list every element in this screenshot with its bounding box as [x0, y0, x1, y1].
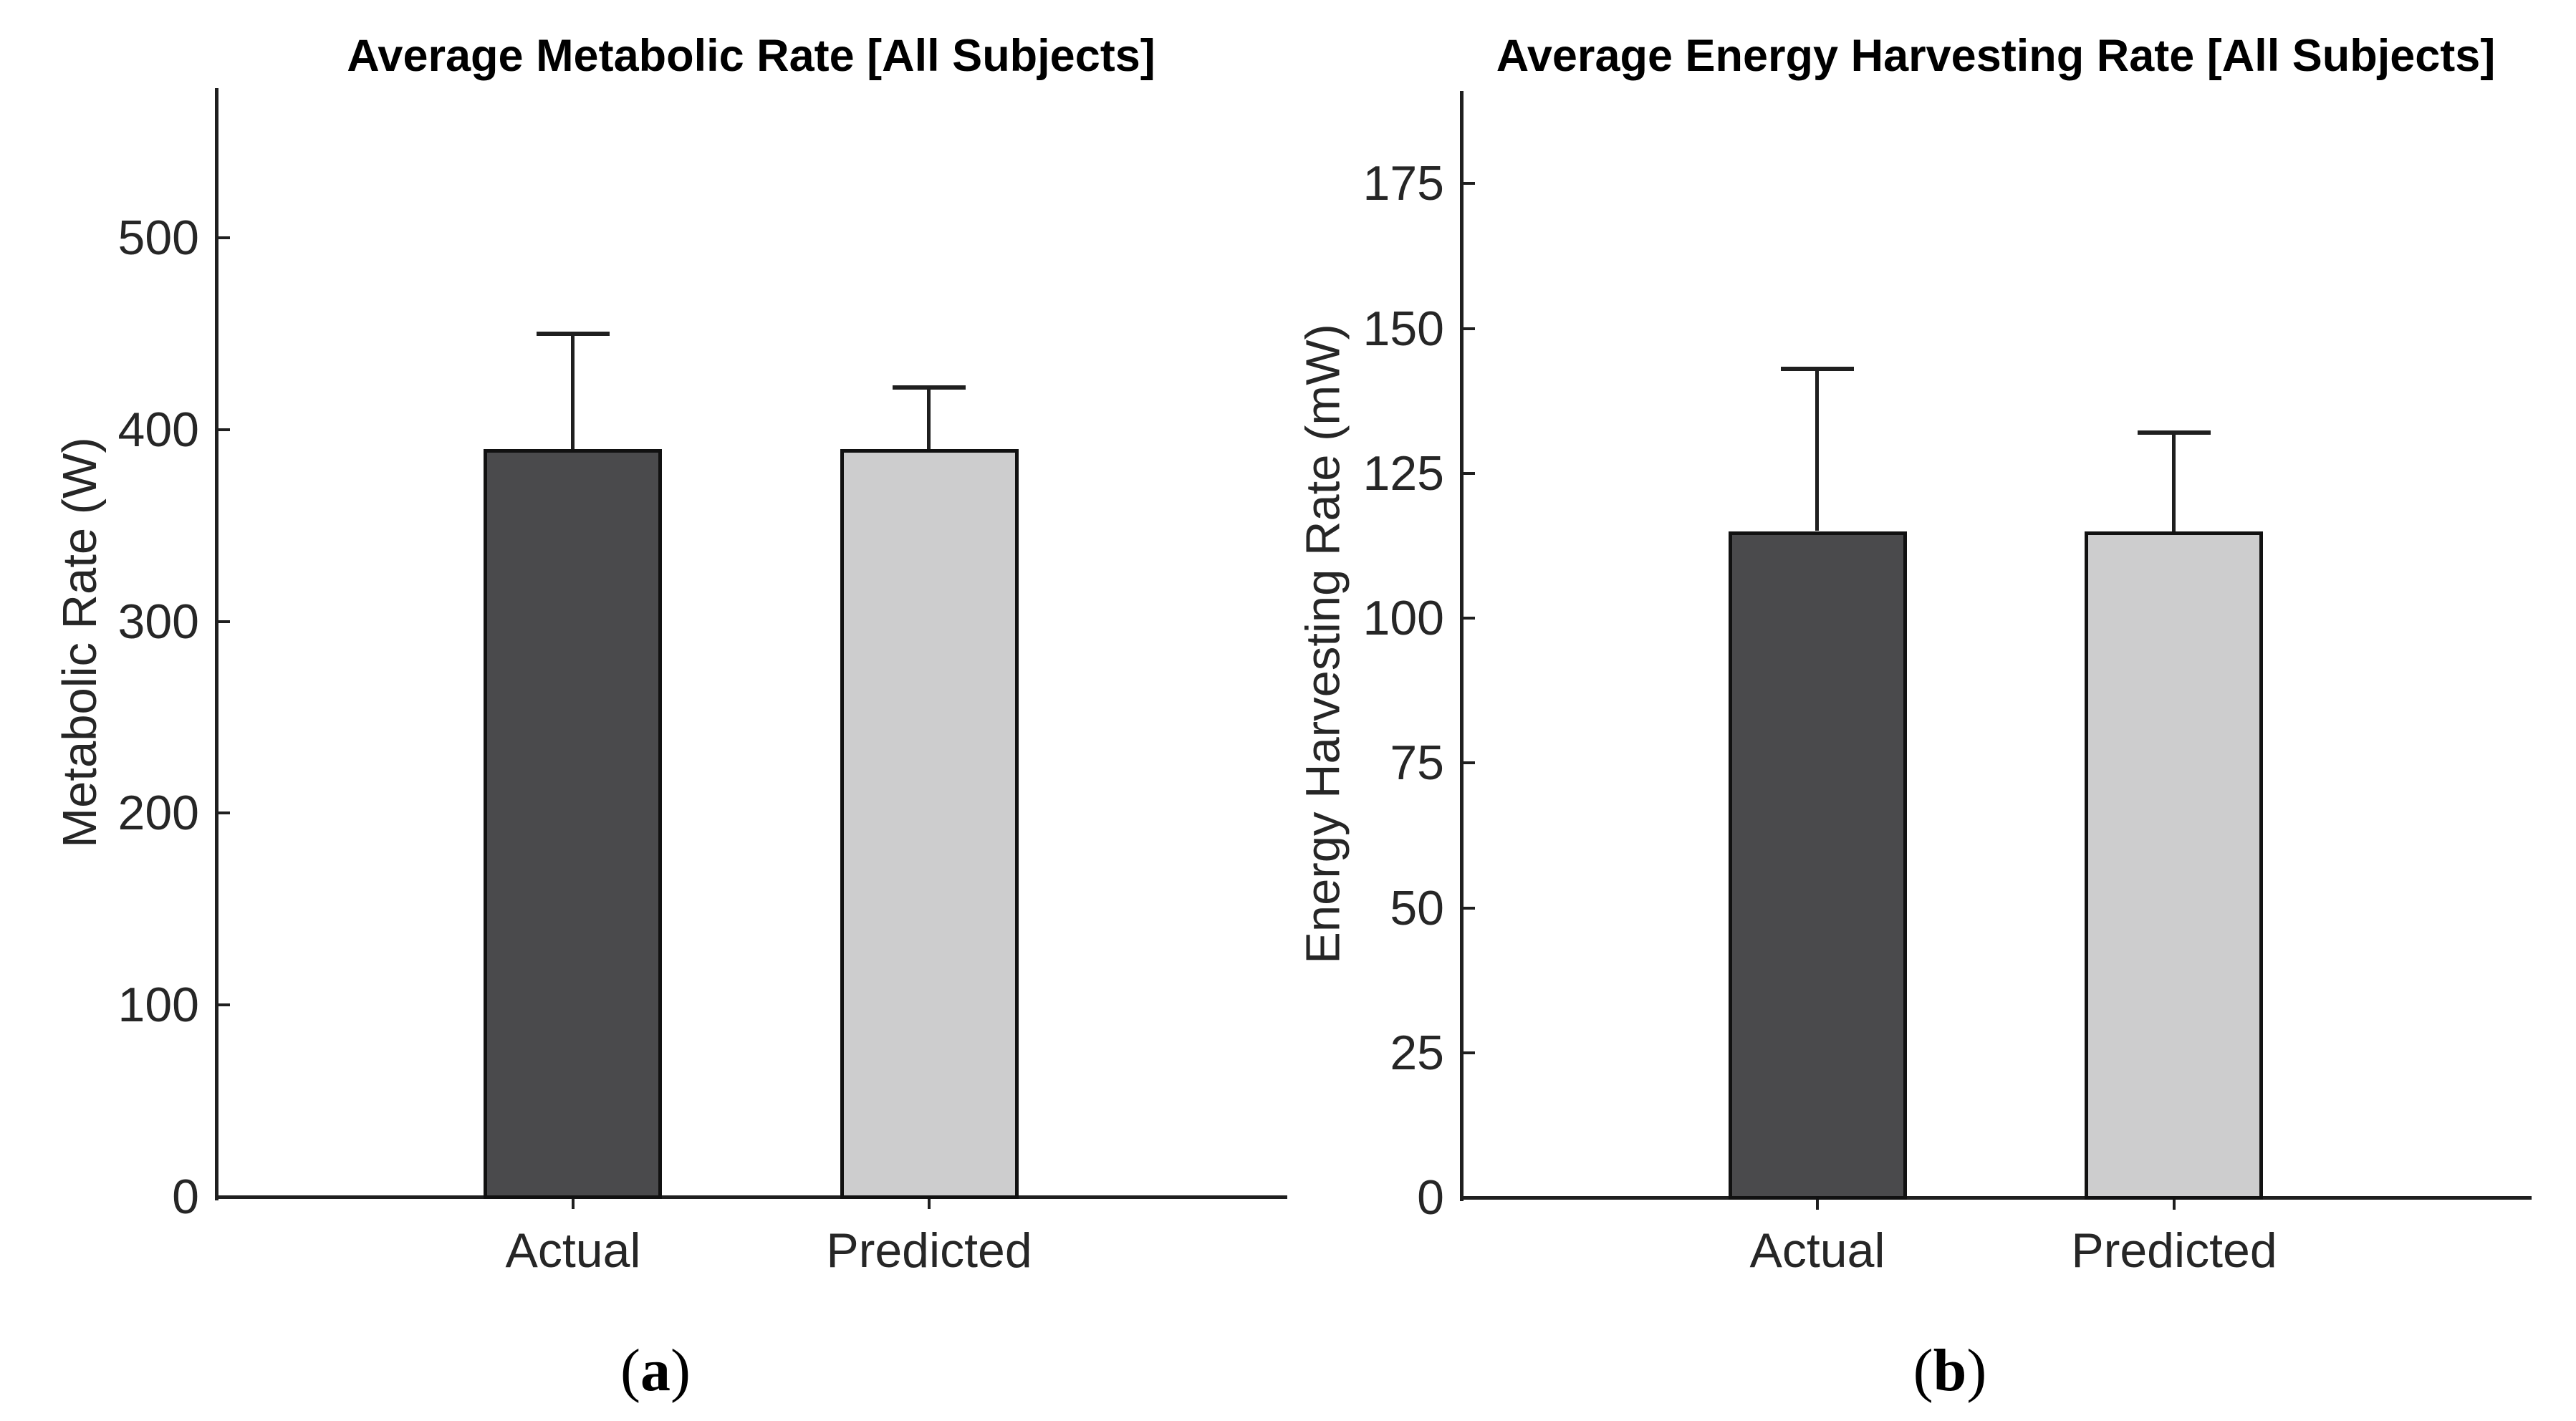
subfigure-label-a: (a) [620, 1337, 691, 1404]
y-tick-label: 0 [1417, 1170, 1444, 1225]
bar-predicted [2085, 531, 2263, 1200]
y-tick [1464, 906, 1475, 910]
y-tick [218, 811, 230, 815]
y-tick [218, 1195, 230, 1198]
y-tick [218, 428, 230, 431]
y-axis-line [1460, 91, 1464, 1201]
y-tick [1464, 1051, 1475, 1054]
error-bar-stem [571, 334, 575, 449]
error-bar-stem [2172, 433, 2176, 531]
y-tick [218, 620, 230, 623]
y-tick [1464, 1196, 1475, 1199]
y-tick-label: 200 [117, 786, 199, 841]
x-category-label: Predicted [826, 1223, 1032, 1278]
y-tick-label: 75 [1390, 736, 1444, 791]
y-tick-label: 100 [1363, 591, 1444, 646]
x-tick [1816, 1200, 1819, 1210]
bar-actual [484, 449, 662, 1199]
error-bar-stem [1815, 369, 1819, 531]
bar-predicted [840, 449, 1019, 1199]
error-bar-stem [927, 387, 931, 449]
y-tick [1464, 761, 1475, 765]
y-tick-label: 100 [117, 978, 199, 1033]
chart-a-title: Average Metabolic Rate [All Subjects] [347, 31, 1155, 81]
y-tick-label: 500 [117, 210, 199, 265]
error-bar-cap [893, 385, 966, 390]
y-tick-label: 400 [117, 402, 199, 457]
y-tick-label: 300 [117, 594, 199, 649]
y-tick [218, 236, 230, 239]
x-axis-line [1460, 1196, 2532, 1200]
x-category-label: Actual [1749, 1223, 1885, 1278]
y-tick [1464, 182, 1475, 186]
chart-b-title: Average Energy Harvesting Rate [All Subj… [1496, 31, 2496, 81]
subfigure-label-b: (b) [1913, 1337, 1987, 1404]
y-tick [1464, 471, 1475, 475]
x-tick [2173, 1200, 2176, 1210]
y-tick [1464, 327, 1475, 330]
y-tick-label: 150 [1363, 301, 1444, 356]
x-tick [928, 1199, 931, 1209]
x-category-label: Actual [505, 1223, 641, 1278]
bar-actual [1729, 531, 1907, 1200]
y-tick [1464, 617, 1475, 620]
y-axis-line [215, 88, 218, 1200]
y-tick [218, 1003, 230, 1007]
y-tick-label: 125 [1363, 445, 1444, 501]
error-bar-cap [1781, 367, 1854, 371]
y-tick-label: 25 [1390, 1025, 1444, 1080]
y-tick-label: 175 [1363, 156, 1444, 211]
x-category-label: Predicted [2071, 1223, 2277, 1278]
x-tick [572, 1199, 575, 1209]
error-bar-cap [2138, 430, 2211, 435]
y-tick-label: 0 [172, 1170, 199, 1224]
x-axis-line [215, 1195, 1287, 1199]
y-tick-label: 50 [1390, 880, 1444, 935]
error-bar-cap [537, 332, 610, 336]
